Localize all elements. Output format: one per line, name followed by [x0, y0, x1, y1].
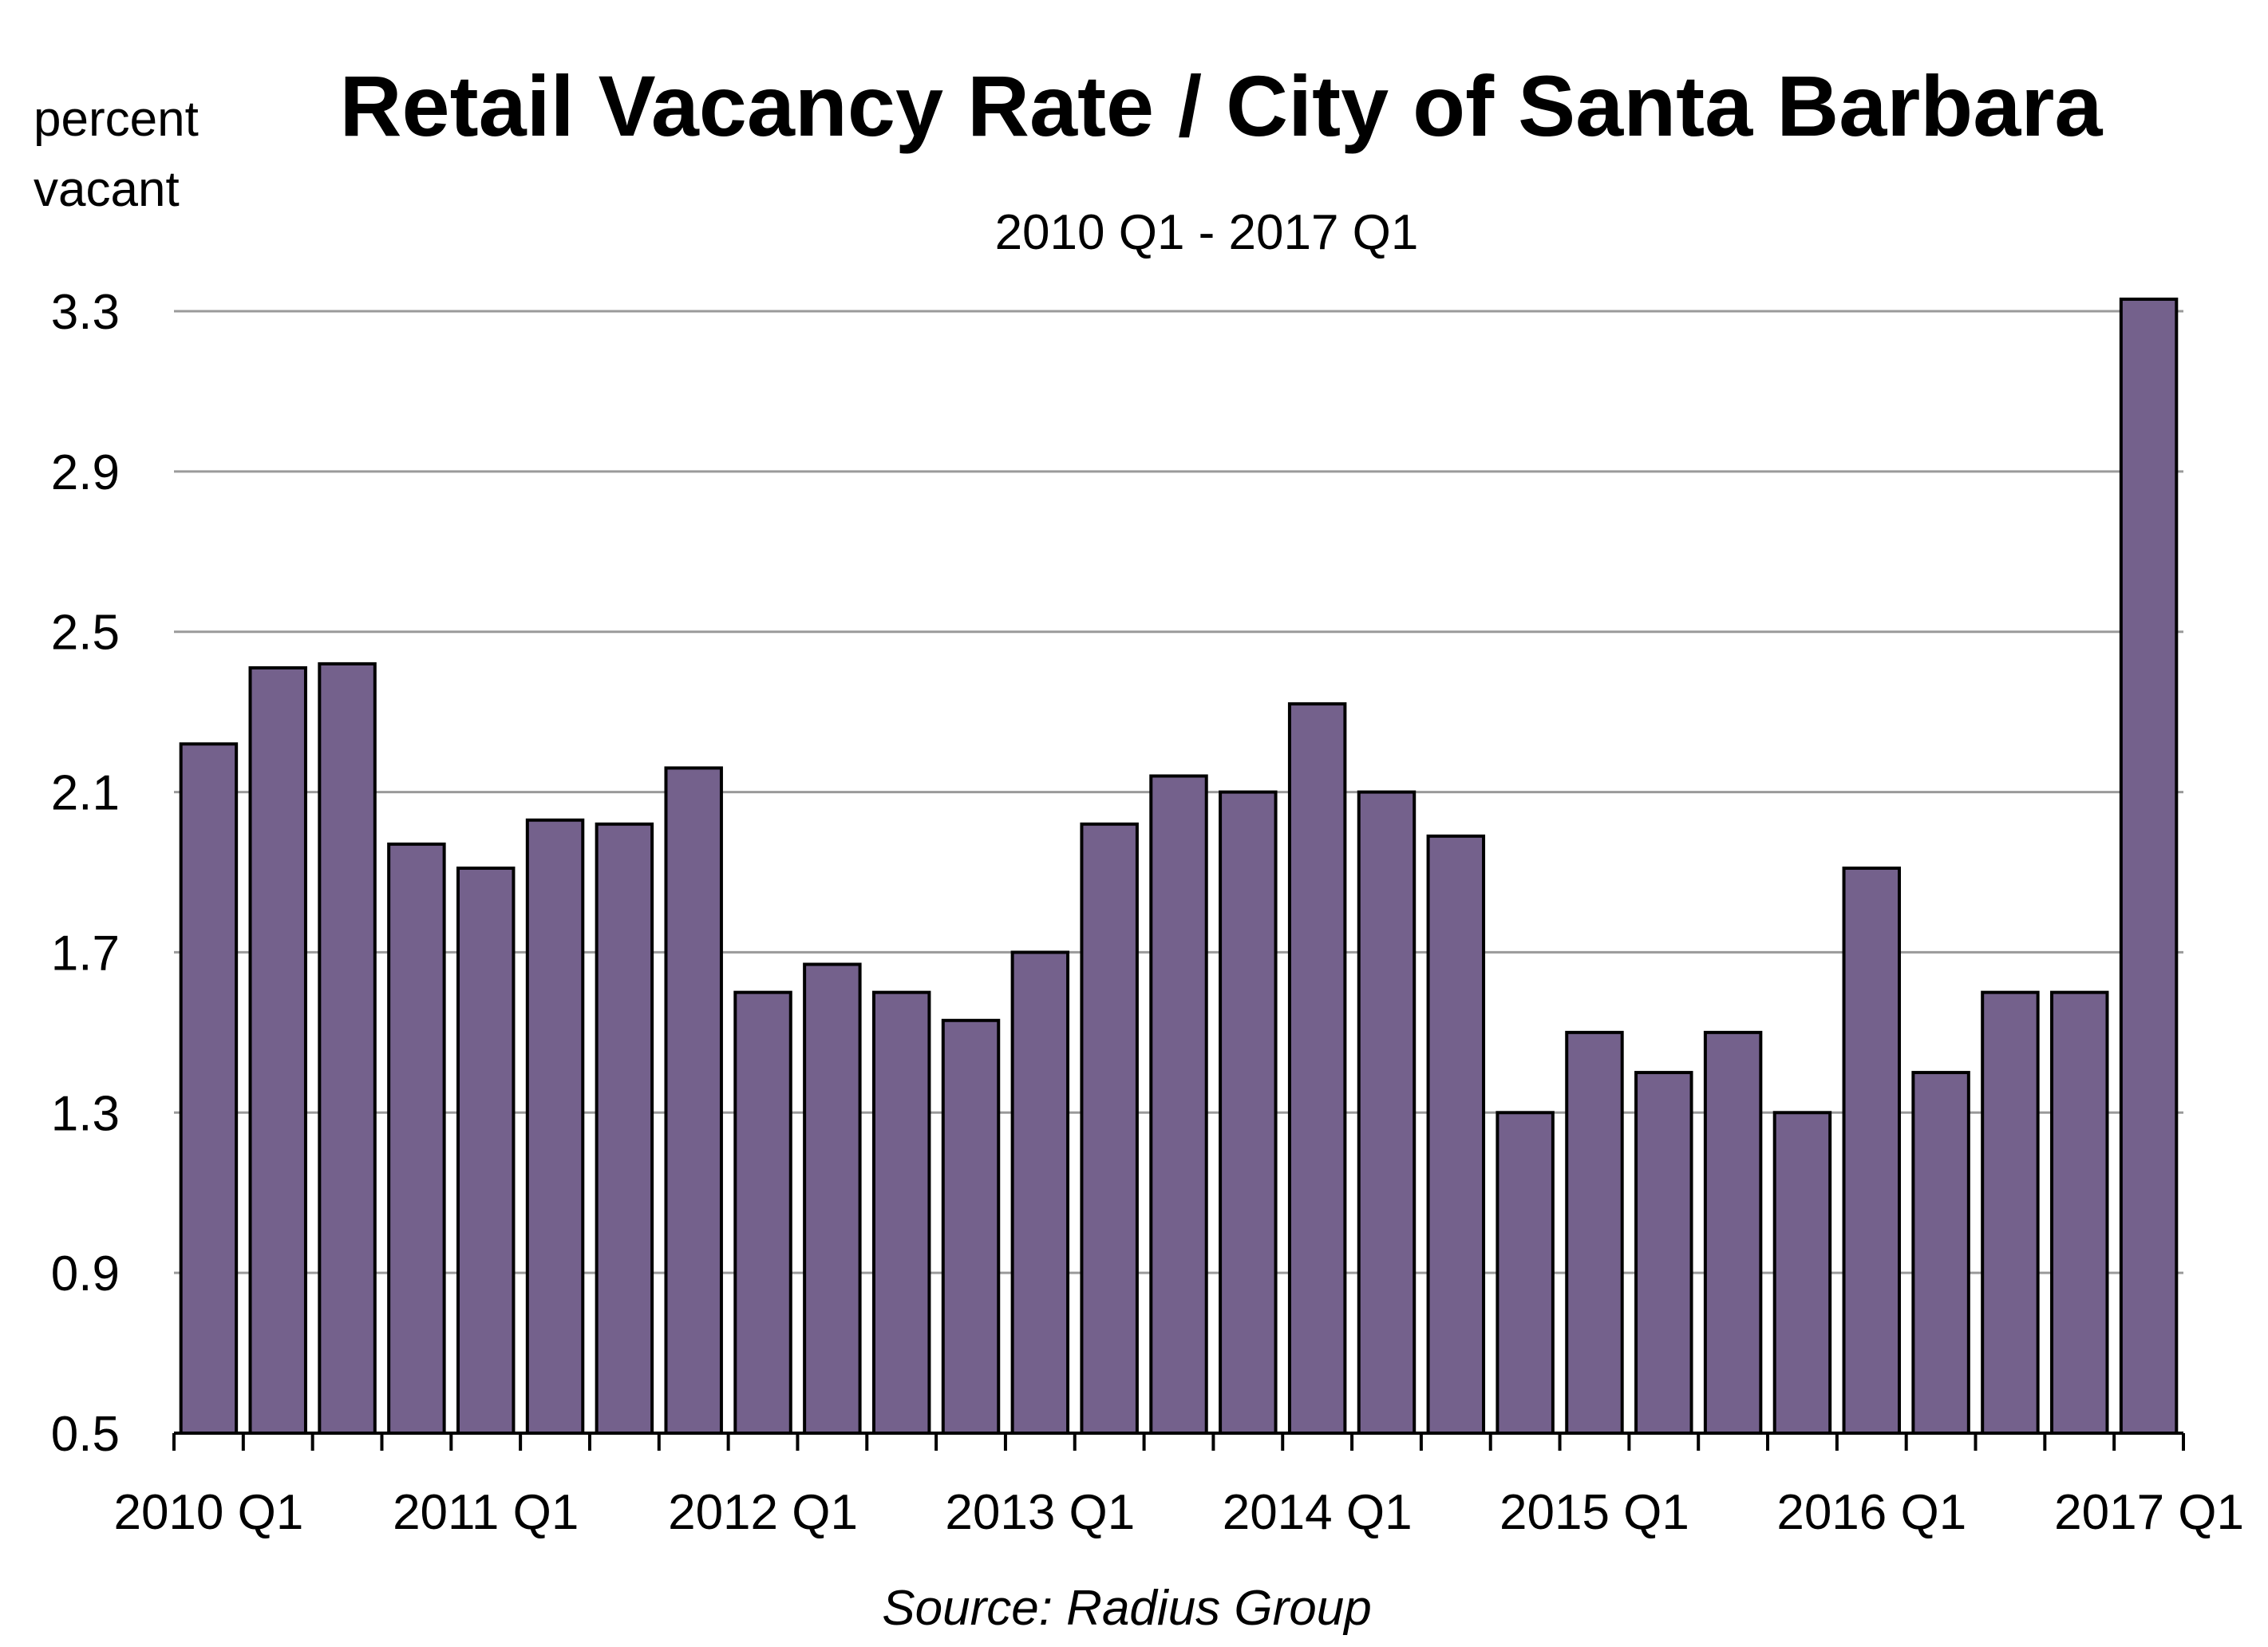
y-tick-label: 0.9 — [51, 1246, 120, 1301]
x-tick-label: 2013 Q1 — [945, 1485, 1135, 1540]
bar — [1496, 1111, 1555, 1436]
bar — [1981, 990, 2040, 1435]
y-tick-label: 3.3 — [51, 285, 120, 340]
bar — [1149, 774, 1208, 1435]
x-tick-label: 2017 Q1 — [2054, 1485, 2244, 1540]
x-axis-ticks: 2010 Q1 2011 Q1 2012 Q1 2013 Q1 2014 Q1 2015 … — [113, 1485, 2244, 1540]
bar — [318, 662, 377, 1435]
bar — [1219, 790, 1278, 1435]
bar — [1911, 1071, 1970, 1435]
bar — [2119, 297, 2179, 1436]
y-tick-label: 1.7 — [51, 926, 120, 981]
bar — [1634, 1071, 1693, 1435]
y-axis-label-line-2: vacant — [34, 162, 180, 217]
y-tick-label: 2.1 — [51, 766, 120, 821]
y-tick-label: 2.5 — [51, 606, 120, 661]
bar — [1426, 834, 1486, 1435]
x-axis — [172, 1432, 2185, 1451]
bars — [179, 297, 2179, 1436]
bar — [595, 822, 654, 1435]
chart-subtitle: 2010 Q1 - 2017 Q1 — [995, 205, 1419, 260]
bar — [525, 818, 585, 1435]
bar — [1357, 790, 1417, 1435]
bar — [1565, 1030, 1624, 1436]
chart-title: Retail Vacancy Rate / City of Santa Barb… — [340, 57, 2104, 154]
bar — [1010, 950, 1070, 1435]
y-tick-label: 2.9 — [51, 445, 120, 500]
bar — [664, 766, 723, 1435]
bar — [1842, 866, 1902, 1435]
x-tick-label: 2015 Q1 — [1499, 1485, 1689, 1540]
bar — [733, 990, 792, 1435]
x-tick-label: 2012 Q1 — [668, 1485, 858, 1540]
y-axis-label-line-1: percent — [34, 92, 199, 147]
bar — [1703, 1030, 1763, 1436]
bar — [1772, 1111, 1832, 1436]
bar — [248, 666, 307, 1435]
x-tick-label: 2011 Q1 — [393, 1485, 579, 1540]
source-note: Source: Radius Group — [882, 1581, 1371, 1636]
bar — [1287, 702, 1347, 1435]
bar — [179, 742, 239, 1435]
bar — [803, 962, 862, 1435]
x-tick-label: 2010 Q1 — [113, 1485, 303, 1540]
bar — [941, 1018, 1001, 1435]
bar — [387, 842, 446, 1435]
y-axis-ticks: 3.3 2.9 2.5 2.1 1.7 1.3 0.9 0.5 — [51, 285, 120, 1462]
y-tick-label: 0.5 — [51, 1407, 120, 1462]
bar — [2050, 990, 2109, 1435]
x-tick-label: 2016 Q1 — [1776, 1485, 1966, 1540]
bar — [871, 990, 931, 1435]
y-tick-label: 1.3 — [51, 1086, 120, 1141]
bar — [1080, 822, 1139, 1435]
x-tick-label: 2014 Q1 — [1223, 1485, 1413, 1540]
bar — [456, 866, 516, 1435]
